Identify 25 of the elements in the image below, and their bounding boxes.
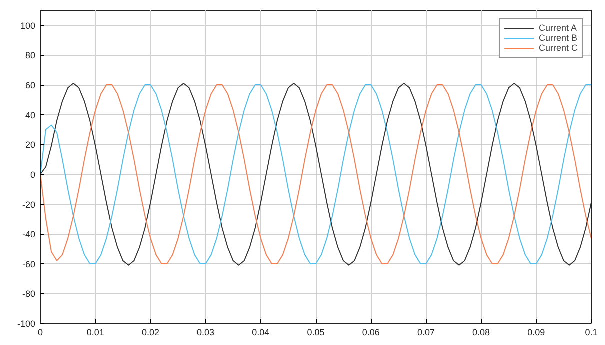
legend-label: Current A [538,23,578,33]
y-tick-label: -40 [22,230,36,240]
x-tick-label: 0.03 [197,328,215,338]
x-tick-label: 0.06 [362,328,380,338]
x-tick-label: 0.04 [252,328,270,338]
y-tick-label: -100 [17,319,36,329]
y-tick-label: 80 [25,50,36,61]
x-tick-label: 0.02 [142,328,160,338]
legend-label: Current B [538,33,578,43]
y-tick-label: -80 [22,289,36,300]
x-tick-label: 0.1 [585,328,598,338]
x-tick-label: 0.07 [417,328,435,338]
y-tick-label: 0 [30,170,36,180]
legend-label: Current C [538,43,578,53]
y-tick-label: -60 [22,259,36,270]
x-tick-label: 0.08 [472,328,490,338]
y-tick-label: 100 [20,20,36,31]
y-tick-label: 60 [25,80,36,91]
x-tick-label: 0.01 [86,328,104,338]
y-tick-label: 20 [25,140,36,150]
x-tick-label: 0.09 [528,328,546,338]
x-tick-label: 0.05 [307,328,325,338]
y-tick-label: -20 [22,200,36,210]
x-tick-label: 0 [38,328,44,338]
y-tick-label: 40 [25,110,36,120]
